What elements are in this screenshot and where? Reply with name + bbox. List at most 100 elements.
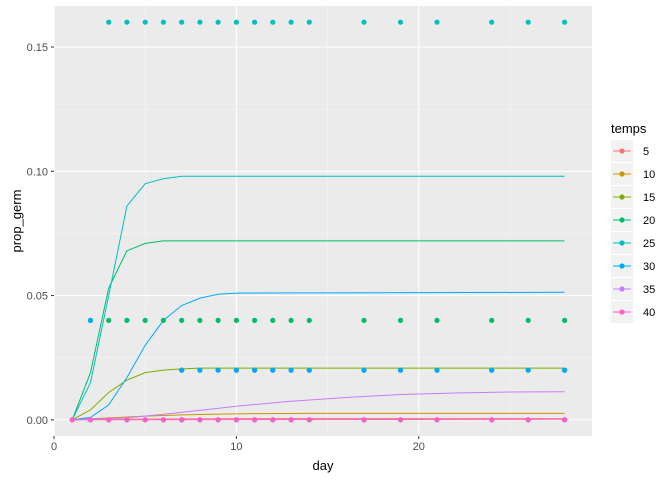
point-40 [434, 417, 440, 423]
point-40 [124, 417, 130, 423]
legend-label-40: 40 [643, 307, 655, 319]
x-axis-title: day [313, 458, 334, 473]
point-40 [397, 417, 404, 423]
point-20 [562, 317, 568, 323]
point-20 [179, 317, 185, 323]
legend-label-5: 5 [643, 146, 649, 158]
point-40 [142, 417, 148, 423]
point-20 [489, 317, 495, 323]
legend-point-5 [619, 148, 625, 154]
point-40 [215, 417, 221, 423]
series-line-25 [71, 175, 565, 421]
point-25 [489, 19, 495, 25]
point-40 [288, 417, 294, 423]
point-40 [87, 417, 94, 423]
legend-label-20: 20 [643, 215, 655, 227]
point-40 [489, 417, 495, 423]
legend-label-30: 30 [643, 261, 655, 273]
point-25 [397, 19, 404, 25]
point-25 [124, 19, 130, 25]
point-30 [288, 367, 294, 373]
series-line-10 [72, 412, 565, 421]
point-25 [197, 19, 203, 25]
legend-label-35: 35 [643, 284, 655, 296]
point-25 [160, 19, 166, 25]
legend-title: temps [611, 121, 647, 136]
point-40 [306, 417, 312, 423]
point-20 [160, 317, 166, 323]
series-line-15 [71, 367, 565, 421]
point-30 [87, 317, 94, 323]
point-40 [233, 417, 239, 423]
point-20 [288, 317, 294, 323]
point-30 [434, 367, 440, 373]
x-tick-label: 10 [230, 441, 242, 453]
point-20 [197, 317, 203, 323]
point-20 [252, 317, 258, 323]
plot-panel [54, 6, 592, 436]
point-25 [525, 19, 531, 25]
point-20 [361, 317, 367, 323]
point-30 [252, 367, 258, 373]
point-30 [361, 367, 367, 373]
legend-point-35 [619, 286, 625, 292]
point-40 [197, 417, 203, 423]
point-40 [160, 417, 166, 423]
point-40 [361, 417, 367, 423]
point-25 [434, 19, 440, 25]
y-tick-label: 0.10 [27, 166, 48, 178]
point-40 [179, 417, 185, 423]
point-40 [106, 417, 112, 423]
point-25 [215, 19, 221, 25]
point-25 [562, 19, 568, 25]
series-line-40 [72, 418, 565, 421]
point-40 [69, 417, 75, 423]
point-25 [288, 19, 294, 25]
point-40 [270, 417, 276, 423]
point-30 [489, 367, 495, 373]
legend-items: 5 10 15 20 25 30 35 40 [611, 140, 655, 323]
point-25 [142, 19, 148, 25]
y-tick-label: 0.00 [27, 415, 48, 427]
point-25 [179, 19, 185, 25]
point-30 [233, 367, 239, 373]
point-30 [397, 367, 404, 373]
point-20 [106, 317, 112, 323]
x-axis-ticks: 0 10 20 [51, 436, 425, 453]
point-20 [233, 317, 239, 323]
point-30 [215, 367, 221, 373]
point-30 [270, 367, 276, 373]
point-25 [270, 19, 276, 25]
point-30 [306, 367, 312, 373]
y-tick-label: 0.05 [27, 291, 48, 303]
point-40 [252, 417, 258, 423]
legend-label-10: 10 [643, 169, 655, 181]
legend-point-40 [619, 309, 625, 315]
legend-label-25: 25 [643, 238, 655, 250]
series-line-35 [72, 391, 565, 421]
point-40 [525, 417, 531, 423]
point-20 [124, 317, 130, 323]
x-tick-label: 0 [51, 441, 57, 453]
x-tick-label: 20 [413, 441, 425, 453]
y-axis-ticks: 0.00 0.05 0.10 0.15 [27, 42, 54, 427]
point-25 [106, 19, 112, 25]
legend: temps 5 10 15 20 25 30 35 40 [611, 121, 655, 323]
point-30 [562, 367, 568, 373]
point-20 [434, 317, 440, 323]
point-20 [215, 317, 221, 323]
y-axis-title: prop_germ [9, 190, 24, 253]
point-20 [142, 317, 148, 323]
point-25 [361, 19, 367, 25]
point-20 [397, 317, 404, 323]
point-25 [306, 19, 312, 25]
point-20 [306, 317, 312, 323]
series-points [69, 19, 568, 423]
point-30 [525, 367, 531, 373]
series-line-20 [71, 240, 565, 420]
point-20 [525, 317, 531, 323]
point-40 [562, 417, 568, 423]
legend-point-25 [619, 240, 625, 246]
point-30 [179, 367, 185, 373]
